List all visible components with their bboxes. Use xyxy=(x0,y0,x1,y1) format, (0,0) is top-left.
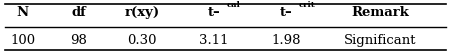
Text: df: df xyxy=(72,6,86,19)
Text: Remark: Remark xyxy=(351,6,409,19)
Text: 3.11: 3.11 xyxy=(199,34,229,47)
Text: 100: 100 xyxy=(10,34,35,47)
Text: crit: crit xyxy=(298,1,315,9)
Text: 1.98: 1.98 xyxy=(271,34,301,47)
Text: cal: cal xyxy=(226,1,240,9)
Text: 98: 98 xyxy=(70,34,87,47)
Text: Significant: Significant xyxy=(344,34,417,47)
Text: N: N xyxy=(17,6,28,19)
Text: t–: t– xyxy=(279,6,292,19)
Text: r(xy): r(xy) xyxy=(124,6,159,19)
Text: t–: t– xyxy=(207,6,220,19)
Text: 0.30: 0.30 xyxy=(127,34,157,47)
